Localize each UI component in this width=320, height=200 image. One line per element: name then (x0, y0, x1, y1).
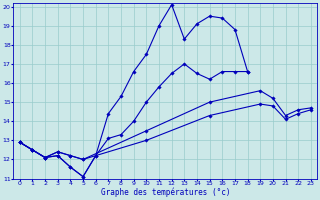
X-axis label: Graphe des températures (°c): Graphe des températures (°c) (100, 188, 230, 197)
